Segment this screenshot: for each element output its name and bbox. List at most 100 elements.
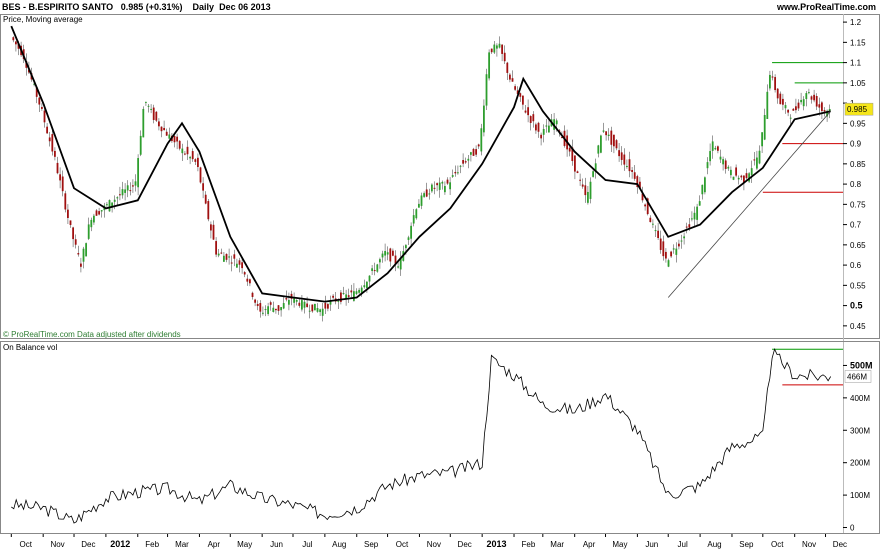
candle-body [652,223,654,225]
candle-body [223,255,225,262]
candle-body [470,152,472,155]
candle-body [337,300,340,302]
candle-body [493,44,496,53]
candle-body [672,248,675,250]
candle-body [693,212,696,220]
candle-body [771,76,774,78]
candle-body [340,292,342,302]
candle-body [113,199,116,202]
candle-body [750,168,753,176]
candle-body [327,304,329,309]
candle-body [698,201,701,206]
candle-body [69,220,72,225]
candle-body [397,266,400,268]
candle-body [77,253,80,255]
candle-body [147,105,150,107]
candle-body [267,306,270,315]
candle-body [329,300,332,305]
last-price-tag [844,102,874,116]
candle-body [542,128,545,135]
candle-body [72,227,75,240]
candle-body [347,295,350,297]
candle-body [87,224,90,239]
x-tick-label: Aug [707,540,721,549]
candle-body [108,200,111,212]
candle-body [613,134,615,147]
candle-body [535,124,537,131]
candle-body [555,120,558,125]
x-tick-label: Jun [270,540,283,549]
candle-body [527,107,530,116]
x-tick-label: Jun [645,540,658,549]
candle-body [425,189,428,197]
candle-body [438,182,441,190]
x-tick-label: Jul [302,540,312,549]
candle-body [436,183,439,186]
candle-body [620,152,623,160]
candle-body [649,217,652,223]
candle-body [457,172,459,174]
candle-body [160,126,163,132]
obv-panel: 0 100M 200M 300M 400M 500M 466M [0,341,880,534]
candle-body [823,110,826,112]
candle-body [576,171,579,174]
price-y-tick-label: 1.2 [850,18,862,27]
candle-body [51,134,54,152]
candle-body [503,52,506,62]
candle-body [597,145,600,154]
obv-y-tick-label: 300M [850,426,870,435]
candle-body [254,299,257,303]
candle-body [561,137,563,139]
candle-body [243,272,246,275]
candle-body [568,147,571,152]
candle-body [532,114,535,122]
candle-body [431,184,433,192]
candle-body [709,151,712,162]
candle-body [184,153,186,155]
candle-body [488,52,491,79]
candle-body [511,78,514,82]
candle-body [233,254,236,259]
obv-y-tick-label: 400M [850,394,870,403]
site-url[interactable]: www.ProRealTime.com [776,2,876,12]
candle-body [316,308,319,312]
candle-body [311,304,314,312]
candle-body [215,241,218,255]
price-y-tick-label: 0.95 [850,119,866,128]
candle-body [763,115,766,140]
last-obv-tag [844,370,872,383]
candle-body [355,291,358,294]
candle-body [498,43,501,48]
candle-body [238,260,241,265]
candle-body [264,309,267,311]
candle-body [490,48,493,53]
candle-body [207,201,210,220]
candle-body [704,177,706,193]
candle-body [298,302,301,306]
candle-body [342,293,345,295]
candle-body [199,167,202,183]
candle-body [15,41,17,45]
candle-body [691,218,693,220]
candle-body [795,106,797,111]
candle-body [371,268,374,271]
candle-body [605,131,608,136]
candle-body [548,125,550,133]
candle-body [451,175,454,177]
candle-body [61,176,64,192]
candle-body [441,181,444,184]
candle-body [389,248,392,262]
copyright-note: © ProRealTime.com Data adjusted after di… [3,330,181,339]
candle-body [670,251,673,257]
candle-body [67,209,69,219]
candle-body [571,147,574,162]
price-y-tick-label: 0.7 [850,221,862,230]
candle-body [423,193,426,197]
candle-body [753,159,756,161]
candle-body [35,86,38,97]
candle-body [745,173,748,179]
candle-body [277,305,280,311]
candle-body [516,90,519,94]
candle-body [602,130,605,132]
